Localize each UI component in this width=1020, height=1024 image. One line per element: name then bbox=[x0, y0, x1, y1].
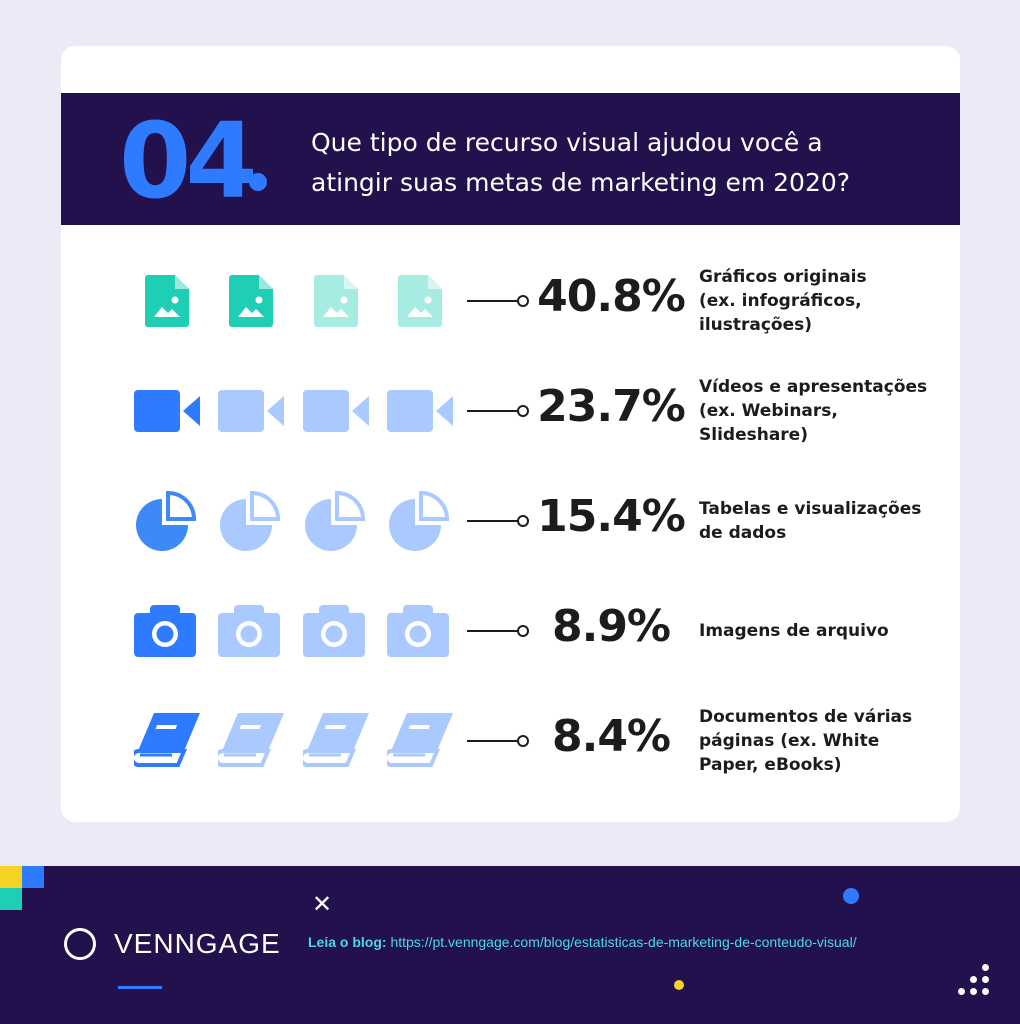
chart-row: 8.9% Imagens de arquivo bbox=[61, 581, 960, 681]
pie-chart-icon bbox=[303, 489, 367, 557]
question-banner: 04 Que tipo de recurso visual ajudou voc… bbox=[61, 93, 960, 225]
category-label-line: Gráficos originais bbox=[699, 267, 867, 287]
value-label: 15.4% bbox=[537, 491, 686, 542]
category-label: Tabelas e visualizações de dados bbox=[699, 497, 949, 545]
connector-dot bbox=[517, 735, 529, 747]
connector-dot bbox=[517, 405, 529, 417]
chart-row: 15.4% Tabelas e visualizações de dados bbox=[61, 471, 960, 571]
category-label-line: Paper, eBooks) bbox=[699, 755, 842, 775]
deco-square-yellow bbox=[0, 866, 22, 888]
close-icon: ✕ bbox=[312, 890, 333, 918]
image-file-icon bbox=[145, 275, 189, 331]
value-label: 8.4% bbox=[551, 711, 671, 762]
blog-label: Leia o blog: bbox=[308, 934, 387, 950]
book-icon bbox=[298, 713, 369, 773]
pie-chart-icon bbox=[387, 489, 451, 557]
deco-dot-white bbox=[982, 976, 989, 983]
connector-dot bbox=[517, 625, 529, 637]
image-file-icon bbox=[229, 275, 273, 331]
question-line-2: atingir suas metas de marketing em 2020? bbox=[311, 168, 851, 197]
pie-chart-icon bbox=[134, 489, 198, 557]
question-title: Que tipo de recurso visual ajudou você a… bbox=[311, 123, 911, 203]
question-number: 04 bbox=[119, 100, 258, 222]
category-label: Vídeos e apresentações (ex. Webinars, Slid… bbox=[699, 375, 949, 447]
category-label: Documentos de várias páginas (ex. White Pa… bbox=[699, 705, 949, 777]
category-label-line: Tabelas e visualizações bbox=[699, 499, 922, 519]
chart-row: 8.4% Documentos de várias páginas (ex. Whi… bbox=[61, 691, 960, 791]
connector-dot bbox=[517, 515, 529, 527]
deco-dot-blue bbox=[843, 888, 859, 904]
deco-square-blue bbox=[22, 866, 44, 888]
category-label: Imagens de arquivo bbox=[699, 619, 949, 643]
camera-icon bbox=[218, 605, 280, 661]
chart-row: 23.7% Vídeos e apresentações (ex. Webinars… bbox=[61, 361, 960, 461]
venngage-logo-icon bbox=[64, 928, 96, 960]
value-label: 8.9% bbox=[551, 601, 671, 652]
chart-row: 40.8% Gráficos originais (ex. infográficos… bbox=[61, 251, 960, 351]
category-label: Gráficos originais (ex. infográficos, ilus… bbox=[699, 265, 949, 337]
connector-line bbox=[467, 300, 519, 302]
image-file-icon bbox=[314, 275, 358, 331]
video-camera-icon bbox=[303, 390, 369, 436]
pie-chart-icon bbox=[218, 489, 282, 557]
category-label-line: de dados bbox=[699, 523, 787, 543]
value-label: 23.7% bbox=[537, 381, 686, 432]
connector-line bbox=[467, 410, 519, 412]
question-number-dot bbox=[249, 173, 267, 191]
category-label-line: (ex. infográficos, bbox=[699, 291, 862, 311]
connector-line bbox=[467, 520, 519, 522]
deco-dot-yellow bbox=[674, 980, 684, 990]
connector-line bbox=[467, 740, 519, 742]
video-camera-icon bbox=[134, 390, 200, 436]
category-label-line: Slideshare) bbox=[699, 425, 808, 445]
image-file-icon bbox=[398, 275, 442, 331]
book-icon bbox=[382, 713, 453, 773]
category-label-line: páginas (ex. White bbox=[699, 731, 880, 751]
deco-square-teal bbox=[0, 888, 22, 910]
blog-link[interactable]: Leia o blog: https://pt.venngage.com/blo… bbox=[308, 934, 857, 950]
deco-dot-white bbox=[970, 976, 977, 983]
camera-icon bbox=[134, 605, 196, 661]
camera-icon bbox=[387, 605, 449, 661]
question-line-1: Que tipo de recurso visual ajudou você a bbox=[311, 128, 823, 157]
connector-line bbox=[467, 630, 519, 632]
brand-name: VENNGAGE bbox=[114, 928, 281, 959]
video-camera-icon bbox=[218, 390, 284, 436]
category-label-line: Documentos de várias bbox=[699, 707, 913, 727]
brand-underline bbox=[118, 986, 162, 989]
footer: VENNGAGE ✕ Leia o blog: https://pt.venng… bbox=[0, 866, 1020, 1024]
blog-url[interactable]: https://pt.venngage.com/blog/estatistica… bbox=[390, 934, 857, 950]
connector-dot bbox=[517, 295, 529, 307]
deco-dot-white bbox=[982, 964, 989, 971]
category-label-line: Vídeos e apresentações bbox=[699, 377, 928, 397]
deco-dot-white bbox=[982, 988, 989, 995]
video-camera-icon bbox=[387, 390, 453, 436]
deco-dot-white bbox=[970, 988, 977, 995]
book-icon bbox=[129, 713, 200, 773]
deco-dot-white bbox=[958, 988, 965, 995]
camera-icon bbox=[303, 605, 365, 661]
category-label-line: ilustrações) bbox=[699, 315, 813, 335]
book-icon bbox=[213, 713, 284, 773]
infographic-card: 04 Que tipo de recurso visual ajudou voc… bbox=[61, 46, 960, 822]
value-label: 40.8% bbox=[537, 271, 686, 322]
category-label-line: Imagens de arquivo bbox=[699, 621, 889, 641]
category-label-line: (ex. Webinars, bbox=[699, 401, 838, 421]
